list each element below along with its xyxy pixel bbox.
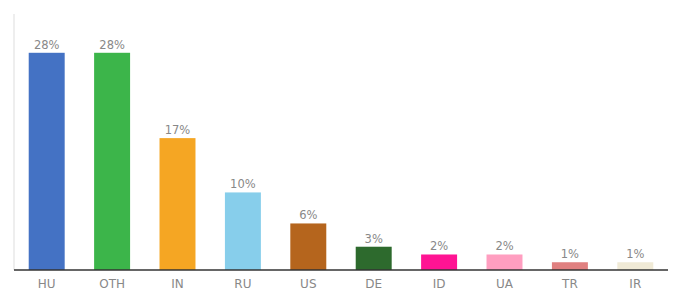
data-label: 6% — [299, 208, 317, 222]
bar — [487, 254, 523, 270]
x-tick-label: RU — [234, 277, 251, 291]
x-axis-line — [14, 269, 668, 271]
x-tick-label: IN — [171, 277, 184, 291]
chart-container: 28% 28% 17% 10% 6% 3% 2% 2% 1% 1% HU OTH IN RU US DE ID U… — [0, 0, 680, 300]
bar — [356, 247, 392, 270]
x-tick-label: ID — [433, 277, 446, 291]
data-label: 10% — [230, 177, 256, 191]
data-label: 3% — [365, 232, 383, 246]
x-tick-label: TR — [561, 277, 578, 291]
data-label: 28% — [34, 38, 60, 52]
bar — [617, 262, 653, 270]
data-label: 1% — [561, 247, 579, 261]
data-label: 17% — [165, 123, 191, 137]
data-label: 28% — [99, 38, 125, 52]
data-label: 1% — [626, 247, 644, 261]
bar — [225, 192, 261, 270]
x-tick-label: US — [300, 277, 316, 291]
bar — [94, 53, 130, 270]
plot-area — [29, 53, 654, 270]
bar — [160, 138, 196, 270]
x-tick-label: IR — [629, 277, 641, 291]
x-tick-label: OTH — [99, 277, 125, 291]
bar — [552, 262, 588, 270]
chart: 28% 28% 17% 10% 6% 3% 2% 2% 1% 1% HU OTH IN RU US DE ID U… — [0, 0, 680, 300]
bar — [421, 254, 457, 270]
data-label: 2% — [495, 239, 513, 253]
data-label: 2% — [430, 239, 448, 253]
x-tick-label: UA — [496, 277, 514, 291]
x-tick-label: HU — [38, 277, 56, 291]
x-tick-label: DE — [365, 277, 382, 291]
bar — [29, 53, 65, 270]
y-range-line — [14, 14, 15, 270]
bar — [290, 223, 326, 270]
